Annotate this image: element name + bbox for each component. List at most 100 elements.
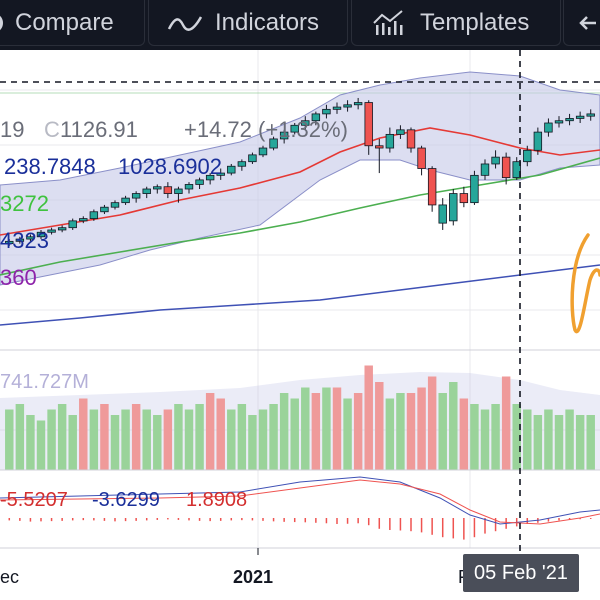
indicators-label: Indicators — [215, 8, 320, 36]
candle — [533, 127, 543, 155]
candle — [301, 116, 310, 130]
volume-bar — [512, 404, 521, 470]
candle-body — [322, 108, 331, 115]
compare-button[interactable]: Compare — [0, 0, 145, 46]
volume-bar — [438, 393, 447, 470]
macd-signal-line — [0, 479, 600, 525]
volume-bar — [15, 404, 25, 470]
back-button[interactable] — [563, 0, 600, 46]
macd-line — [0, 476, 600, 525]
candle-body — [237, 161, 247, 167]
candle — [216, 168, 225, 180]
candle — [449, 189, 458, 226]
volume-bar — [575, 415, 585, 470]
candle-body — [142, 188, 151, 194]
candle — [36, 229, 46, 240]
ma-blue-line — [0, 264, 600, 326]
candle — [332, 102, 342, 114]
volume-bar — [237, 404, 247, 470]
candle-body — [406, 129, 416, 149]
candle-body — [332, 106, 342, 110]
candle — [544, 118, 553, 137]
volume-bar — [153, 415, 162, 470]
candle-body — [491, 156, 500, 165]
candle — [163, 182, 173, 199]
volume-bar — [79, 398, 88, 470]
candle — [57, 225, 67, 233]
candle-body — [269, 138, 278, 149]
candle — [89, 209, 99, 221]
candle — [480, 159, 490, 180]
candle-body — [174, 188, 183, 194]
ma-red-line — [0, 127, 600, 236]
crosshair-date-label: 05 Feb '21 — [463, 554, 579, 592]
candle — [153, 184, 162, 194]
volume-bar — [195, 404, 204, 470]
legend-volume: 741.727M — [0, 371, 89, 393]
legend-bb-upper: 238.7848 — [4, 154, 96, 179]
volume-series — [5, 365, 595, 470]
candle — [501, 152, 511, 185]
candle-body — [36, 231, 46, 238]
candle-body — [131, 193, 141, 199]
candle-body — [480, 163, 490, 176]
volume-bar — [269, 404, 278, 470]
candle — [396, 125, 405, 139]
candle — [174, 186, 183, 203]
legend-bb-lower: 1028.6902 — [118, 154, 222, 179]
volume-bar — [26, 415, 35, 470]
candle-body — [153, 186, 162, 190]
volume-bar — [449, 382, 458, 470]
candle — [195, 177, 204, 189]
candle — [142, 186, 151, 199]
candle — [237, 159, 247, 171]
volume-bar — [533, 415, 543, 470]
candlestick-series — [5, 97, 595, 246]
volume-bar — [5, 409, 14, 470]
indicators-button[interactable]: Indicators — [148, 0, 348, 46]
legend-change: +14.72 (+1.32%) — [184, 117, 348, 142]
volume-bar — [343, 398, 352, 470]
volume-bar — [174, 404, 183, 470]
candle-body — [57, 227, 67, 231]
candle-body — [343, 104, 352, 108]
templates-label: Templates — [420, 8, 530, 36]
volume-bar — [523, 409, 532, 470]
candle-body — [554, 120, 564, 124]
candle-body — [417, 147, 426, 169]
candle — [311, 111, 321, 126]
volume-bar — [311, 393, 321, 470]
volume-bar — [480, 409, 490, 470]
volume-bar — [364, 365, 373, 470]
candle — [110, 200, 120, 210]
chart-area[interactable]: 19 C 1126.91 +14.72 (+1.32%) 238.7848 10… — [0, 50, 600, 600]
candle — [586, 109, 595, 121]
candle — [459, 186, 469, 208]
candle — [290, 123, 299, 135]
candle — [554, 116, 564, 128]
candle — [375, 138, 384, 174]
legend-macd-hist: 1.8908 — [186, 489, 248, 511]
candle-body — [375, 145, 384, 149]
ma-green-line — [0, 157, 600, 276]
templates-icon — [373, 9, 403, 35]
volume-bar — [353, 393, 363, 470]
candle-body — [184, 184, 194, 190]
templates-button[interactable]: Templates — [351, 0, 561, 46]
legend-ma-blue: 4323 — [0, 228, 49, 253]
volume-bar — [163, 409, 173, 470]
volume-bar — [501, 376, 511, 470]
compare-label: Compare — [15, 8, 114, 36]
candle-body — [195, 179, 204, 185]
volume-bar — [68, 415, 77, 470]
candle — [470, 170, 479, 205]
legend-close-prefix: C — [44, 117, 60, 142]
candle — [47, 227, 56, 235]
candle — [343, 100, 352, 112]
candle-body — [79, 218, 88, 222]
candle — [523, 145, 532, 167]
candle-body — [544, 122, 553, 133]
annotation-stroke — [570, 233, 600, 334]
volume-bar — [131, 404, 141, 470]
volume-bar — [36, 420, 46, 470]
